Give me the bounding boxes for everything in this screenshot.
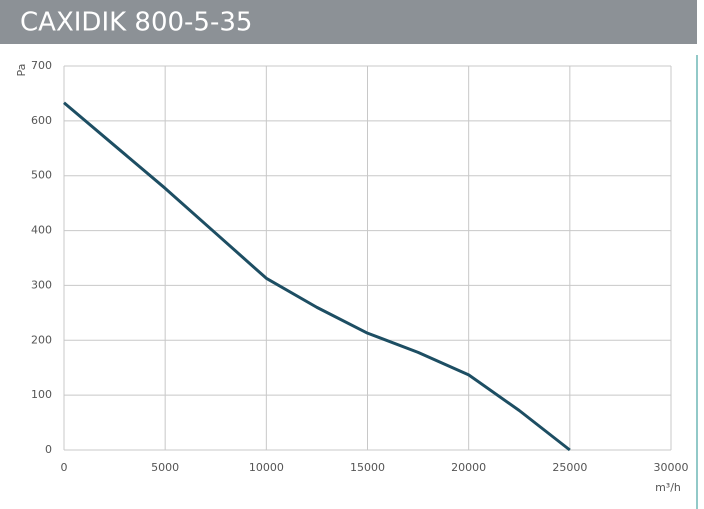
y-tick-label: 0 <box>45 443 52 456</box>
x-tick-label: 15000 <box>350 461 385 474</box>
y-tick-label: 100 <box>31 388 52 401</box>
y-tick-label: 500 <box>31 169 52 182</box>
x-tick-label: 5000 <box>151 461 179 474</box>
y-tick-label: 400 <box>31 224 52 237</box>
data-line <box>63 101 571 452</box>
y-tick-label: 200 <box>31 333 52 346</box>
x-tick-label: 0 <box>61 461 68 474</box>
y-tick-label: 700 <box>31 59 52 72</box>
x-tick-label: 20000 <box>451 461 486 474</box>
x-tick-label: 10000 <box>249 461 284 474</box>
y-axis-label: Pa <box>15 64 28 77</box>
y-tick-label: 600 <box>31 114 52 127</box>
x-axis-label: m³/h <box>655 481 681 494</box>
title-banner <box>0 0 697 44</box>
x-tick-label: 25000 <box>552 461 587 474</box>
y-tick-label: 300 <box>31 278 52 291</box>
chart-title: CAXIDIK 800-5-35 <box>20 8 252 38</box>
x-tick-label: 30000 <box>654 461 689 474</box>
